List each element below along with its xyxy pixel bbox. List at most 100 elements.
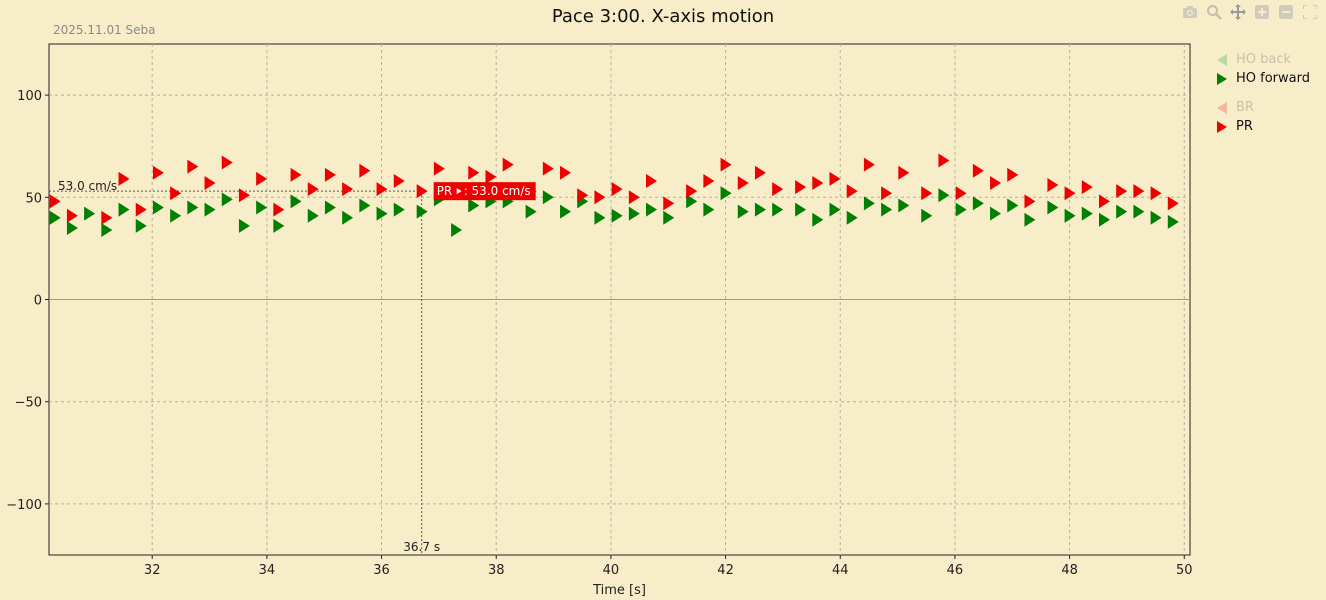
legend-item-br[interactable]: BR [1216, 100, 1254, 115]
data-point [1064, 186, 1076, 201]
data-point [990, 175, 1002, 190]
data-point [84, 206, 96, 221]
data-point [754, 202, 766, 217]
tooltip-series: PR [437, 184, 453, 198]
data-point [273, 218, 285, 233]
data-point [542, 161, 554, 176]
data-point [66, 208, 78, 223]
data-point [990, 206, 1002, 221]
triangle-left-icon [1216, 101, 1228, 115]
camera-icon[interactable] [1182, 4, 1198, 20]
data-point [221, 155, 233, 170]
data-point [1007, 198, 1019, 213]
series-pr [49, 153, 1179, 225]
data-point [737, 175, 749, 190]
data-point [66, 220, 78, 235]
data-point [101, 223, 113, 238]
legend-item-ho-back[interactable]: HO back [1216, 52, 1291, 67]
data-point [703, 202, 715, 217]
data-point [1098, 212, 1110, 227]
data-point [938, 153, 950, 168]
data-point [628, 190, 640, 205]
zoom-in-icon[interactable] [1254, 4, 1270, 20]
hover-y-label: 53.0 cm/s [58, 179, 117, 193]
data-point [703, 173, 715, 188]
data-point [187, 159, 199, 174]
data-point [152, 200, 164, 215]
data-point [468, 165, 480, 180]
x-tick-label: 34 [259, 563, 276, 578]
data-point [393, 173, 405, 188]
y-tick-label: 0 [34, 294, 42, 309]
data-point [611, 208, 623, 223]
data-point [646, 173, 658, 188]
legend-item-pr[interactable]: PR [1216, 119, 1253, 134]
data-point [238, 188, 250, 203]
data-point [812, 175, 824, 190]
data-point [829, 171, 841, 186]
data-point [307, 182, 319, 197]
data-point [881, 202, 893, 217]
triangle-right-icon [1216, 72, 1228, 86]
data-point [152, 165, 164, 180]
data-point [101, 210, 113, 225]
data-point [972, 196, 984, 211]
data-point [376, 206, 388, 221]
legend-item-ho-forward[interactable]: HO forward [1216, 71, 1310, 86]
tooltip-box [433, 182, 536, 201]
data-point [416, 184, 428, 199]
zoom-out-icon[interactable] [1278, 4, 1294, 20]
data-point [720, 157, 732, 172]
data-point [1047, 178, 1059, 193]
data-layer [49, 153, 1179, 555]
legend-label: PR [1236, 119, 1253, 134]
data-point [135, 218, 147, 233]
data-point [863, 196, 875, 211]
data-point [290, 167, 302, 182]
y-tick-label: 100 [17, 89, 42, 104]
data-point [686, 194, 698, 209]
data-point [898, 165, 910, 180]
hover-tooltip: PR: 53.0 cm/s [433, 182, 536, 201]
data-point [542, 190, 554, 205]
data-point [754, 165, 766, 180]
data-point [1024, 212, 1036, 227]
data-point [170, 208, 182, 223]
data-point [795, 202, 807, 217]
plot-toolbar [1182, 4, 1318, 20]
data-point [324, 200, 336, 215]
data-point [1081, 180, 1093, 195]
pan-icon[interactable] [1230, 4, 1246, 20]
legend-label: BR [1236, 100, 1254, 115]
data-point [342, 182, 354, 197]
data-point [594, 190, 606, 205]
x-tick-label: 48 [1061, 563, 1078, 578]
data-point [256, 171, 268, 186]
data-point [1081, 206, 1093, 221]
data-point [921, 186, 933, 201]
x-tick-label: 32 [144, 563, 161, 578]
triangle-left-icon [1216, 53, 1228, 67]
data-point [560, 204, 572, 219]
data-point [204, 175, 216, 190]
data-point [49, 210, 61, 225]
data-point [525, 204, 537, 219]
data-point [342, 210, 354, 225]
data-point [1167, 196, 1179, 211]
data-point [829, 202, 841, 217]
legend-label: HO forward [1236, 71, 1310, 86]
data-point [49, 194, 61, 209]
x-tick-label: 42 [717, 563, 734, 578]
data-point [359, 163, 371, 178]
data-point [663, 210, 675, 225]
data-point [393, 202, 405, 217]
data-point [1150, 210, 1162, 225]
data-point [628, 206, 640, 221]
data-point [1133, 204, 1145, 219]
data-point [451, 223, 463, 238]
data-point [663, 196, 675, 211]
data-point [170, 186, 182, 201]
data-point [204, 202, 216, 217]
zoom-icon[interactable] [1206, 4, 1222, 20]
